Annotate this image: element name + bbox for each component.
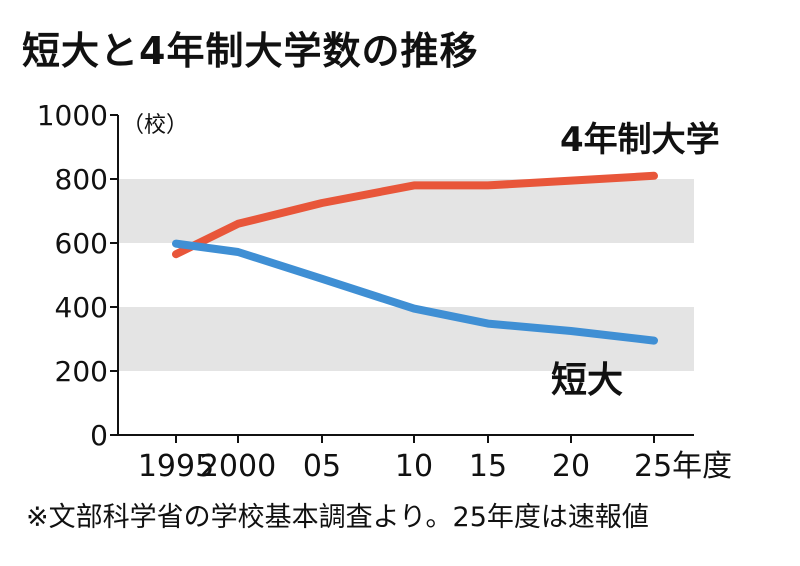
series-label-college: 短大 — [551, 360, 623, 401]
x-tick-label-0: 1995 — [138, 449, 214, 484]
y-tick-label-400: 400 — [55, 291, 108, 324]
y-tick-label-1000: 1000 — [37, 99, 108, 132]
x-tick-label-3: 10 — [395, 449, 433, 484]
x-tick-label-4: 15 — [469, 449, 507, 484]
grid-band-0 — [118, 307, 694, 371]
x-tick-label-2: 05 — [303, 449, 341, 484]
footnote: ※文部科学省の学校基本調査より。25年度は速報値 — [26, 502, 649, 533]
chart-title: 短大と4年制大学数の推移 — [22, 29, 479, 73]
y-tick-label-0: 0 — [90, 419, 108, 452]
y-tick-labels: 0 200 400 600 800 1000 — [37, 99, 118, 452]
series-lines — [172, 171, 658, 345]
x-tick-label-5: 20 — [552, 449, 590, 484]
y-axis-unit-label: （校） — [122, 113, 188, 138]
y-tick-label-600: 600 — [55, 227, 108, 260]
x-tick-label-1: 2000 — [200, 449, 276, 484]
y-tick-label-800: 800 — [55, 163, 108, 196]
x-tick-label-6: 25年度 — [634, 449, 732, 484]
gridline-bands — [118, 179, 694, 371]
series-label-univ: 4年制大学 — [560, 120, 720, 160]
y-tick-label-200: 200 — [55, 355, 108, 388]
